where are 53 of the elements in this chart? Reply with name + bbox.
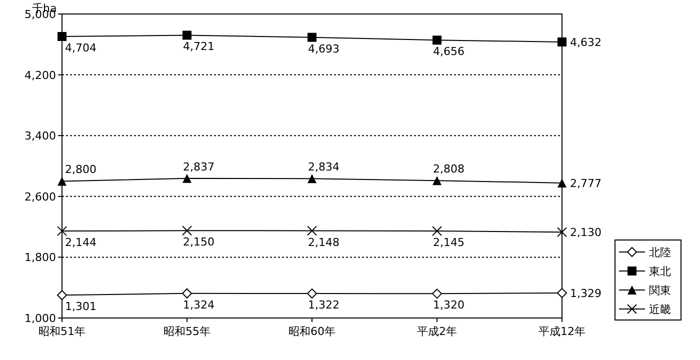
data-label: 1,322 [308, 298, 340, 312]
data-label: 4,632 [570, 36, 602, 49]
data-label: 2,130 [570, 226, 602, 240]
point [557, 227, 567, 238]
point [308, 174, 316, 184]
x-tick-label: 昭和51年 [38, 325, 86, 338]
data-label: 2,145 [433, 236, 464, 249]
x-tick-label: 昭和55年 [164, 325, 210, 338]
point [57, 226, 67, 236]
point [432, 226, 442, 236]
data-label: 1,320 [433, 298, 464, 312]
point [307, 288, 317, 299]
y-tick-label: 1,000 [24, 312, 56, 325]
point [558, 37, 566, 46]
point [182, 226, 192, 236]
data-label: 4,704 [65, 41, 96, 54]
data-label: 4,693 [308, 42, 340, 56]
point [58, 32, 66, 41]
data-label: 1,329 [570, 286, 602, 300]
point [182, 288, 192, 298]
data-label: 2,150 [183, 236, 214, 249]
data-label: 2,834 [308, 160, 340, 174]
point [58, 176, 66, 186]
legend-label: 北陸 [649, 246, 671, 259]
point [57, 290, 67, 300]
y-tick-label: 2,600 [24, 190, 56, 204]
point [432, 36, 442, 45]
point [182, 174, 192, 183]
legend-label: 東北 [649, 265, 671, 278]
legend-label: 近畿 [649, 303, 671, 316]
x-tick-label: 平成2年 [417, 325, 457, 338]
data-label: 4,656 [433, 45, 464, 58]
x-tick-label: 平成12年 [538, 325, 586, 338]
y-tick-label: 4,200 [24, 68, 56, 82]
data-label: 4,721 [183, 40, 214, 54]
point [432, 288, 442, 299]
data-label: 2,837 [183, 160, 214, 174]
point [182, 30, 192, 40]
data-label: 2,144 [65, 236, 96, 250]
y-tick-label: 1,800 [24, 251, 56, 264]
x-tick-label: 昭和60年 [288, 325, 336, 338]
data-label: 1,301 [65, 300, 96, 314]
point [307, 226, 317, 236]
data-label: 2,808 [433, 162, 464, 176]
point [557, 288, 567, 298]
point [308, 32, 316, 42]
point [432, 176, 442, 186]
data-label: 1,324 [183, 298, 214, 312]
data-label: 2,800 [65, 163, 96, 176]
legend-label: 関東 [649, 284, 671, 297]
data-label: 2,148 [308, 236, 340, 249]
data-label: 2,777 [570, 176, 602, 190]
y-tick-label: 3,400 [24, 130, 56, 143]
